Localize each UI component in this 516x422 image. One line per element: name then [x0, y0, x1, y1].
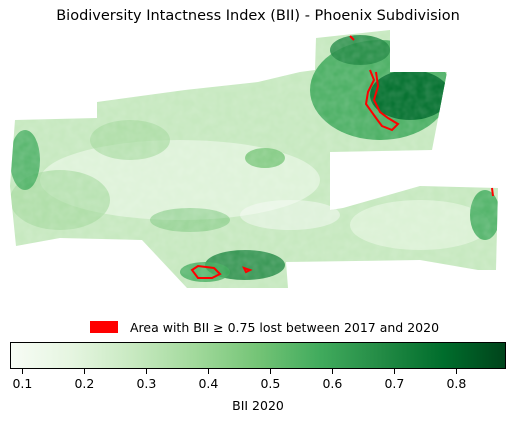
loss-area-east	[491, 187, 494, 197]
colorbar-tick-label: 0.6	[322, 376, 343, 391]
legend-swatch	[90, 321, 118, 333]
colorbar-tick-label: 0.4	[198, 376, 219, 391]
loss-area-south-east	[242, 266, 253, 274]
map-legend: Area with BII ≥ 0.75 lost between 2017 a…	[90, 318, 439, 336]
loss-area-north	[364, 69, 400, 132]
colorbar-tick-label: 0.7	[384, 376, 405, 391]
colorbar-tick	[84, 369, 86, 374]
colorbar-tick	[456, 369, 458, 374]
loss-area-south	[190, 264, 222, 279]
colorbar-tick-label: 0.3	[136, 376, 157, 391]
colorbar-tick	[270, 369, 272, 374]
colorbar-tick-label: 0.8	[446, 376, 467, 391]
colorbar-tick	[22, 369, 24, 374]
colorbar-tick	[394, 369, 396, 374]
colorbar-tick-label: 0.1	[12, 376, 33, 391]
colorbar-tick-label: 0.5	[260, 376, 281, 391]
colorbar-tick	[208, 369, 210, 374]
colorbar	[10, 342, 506, 369]
loss-area-north-top	[349, 35, 355, 41]
colorbar-label: BII 2020	[232, 398, 284, 413]
colorbar-tick	[146, 369, 148, 374]
subdivision-region	[10, 30, 498, 288]
legend-label: Area with BII ≥ 0.75 lost between 2017 a…	[130, 319, 440, 335]
bii-loss-areas	[190, 35, 494, 279]
colorbar-tick-label: 0.2	[74, 376, 95, 391]
map-title: Biodiversity Intactness Index (BII) - Ph…	[56, 8, 460, 24]
colorbar-tick	[332, 369, 334, 374]
